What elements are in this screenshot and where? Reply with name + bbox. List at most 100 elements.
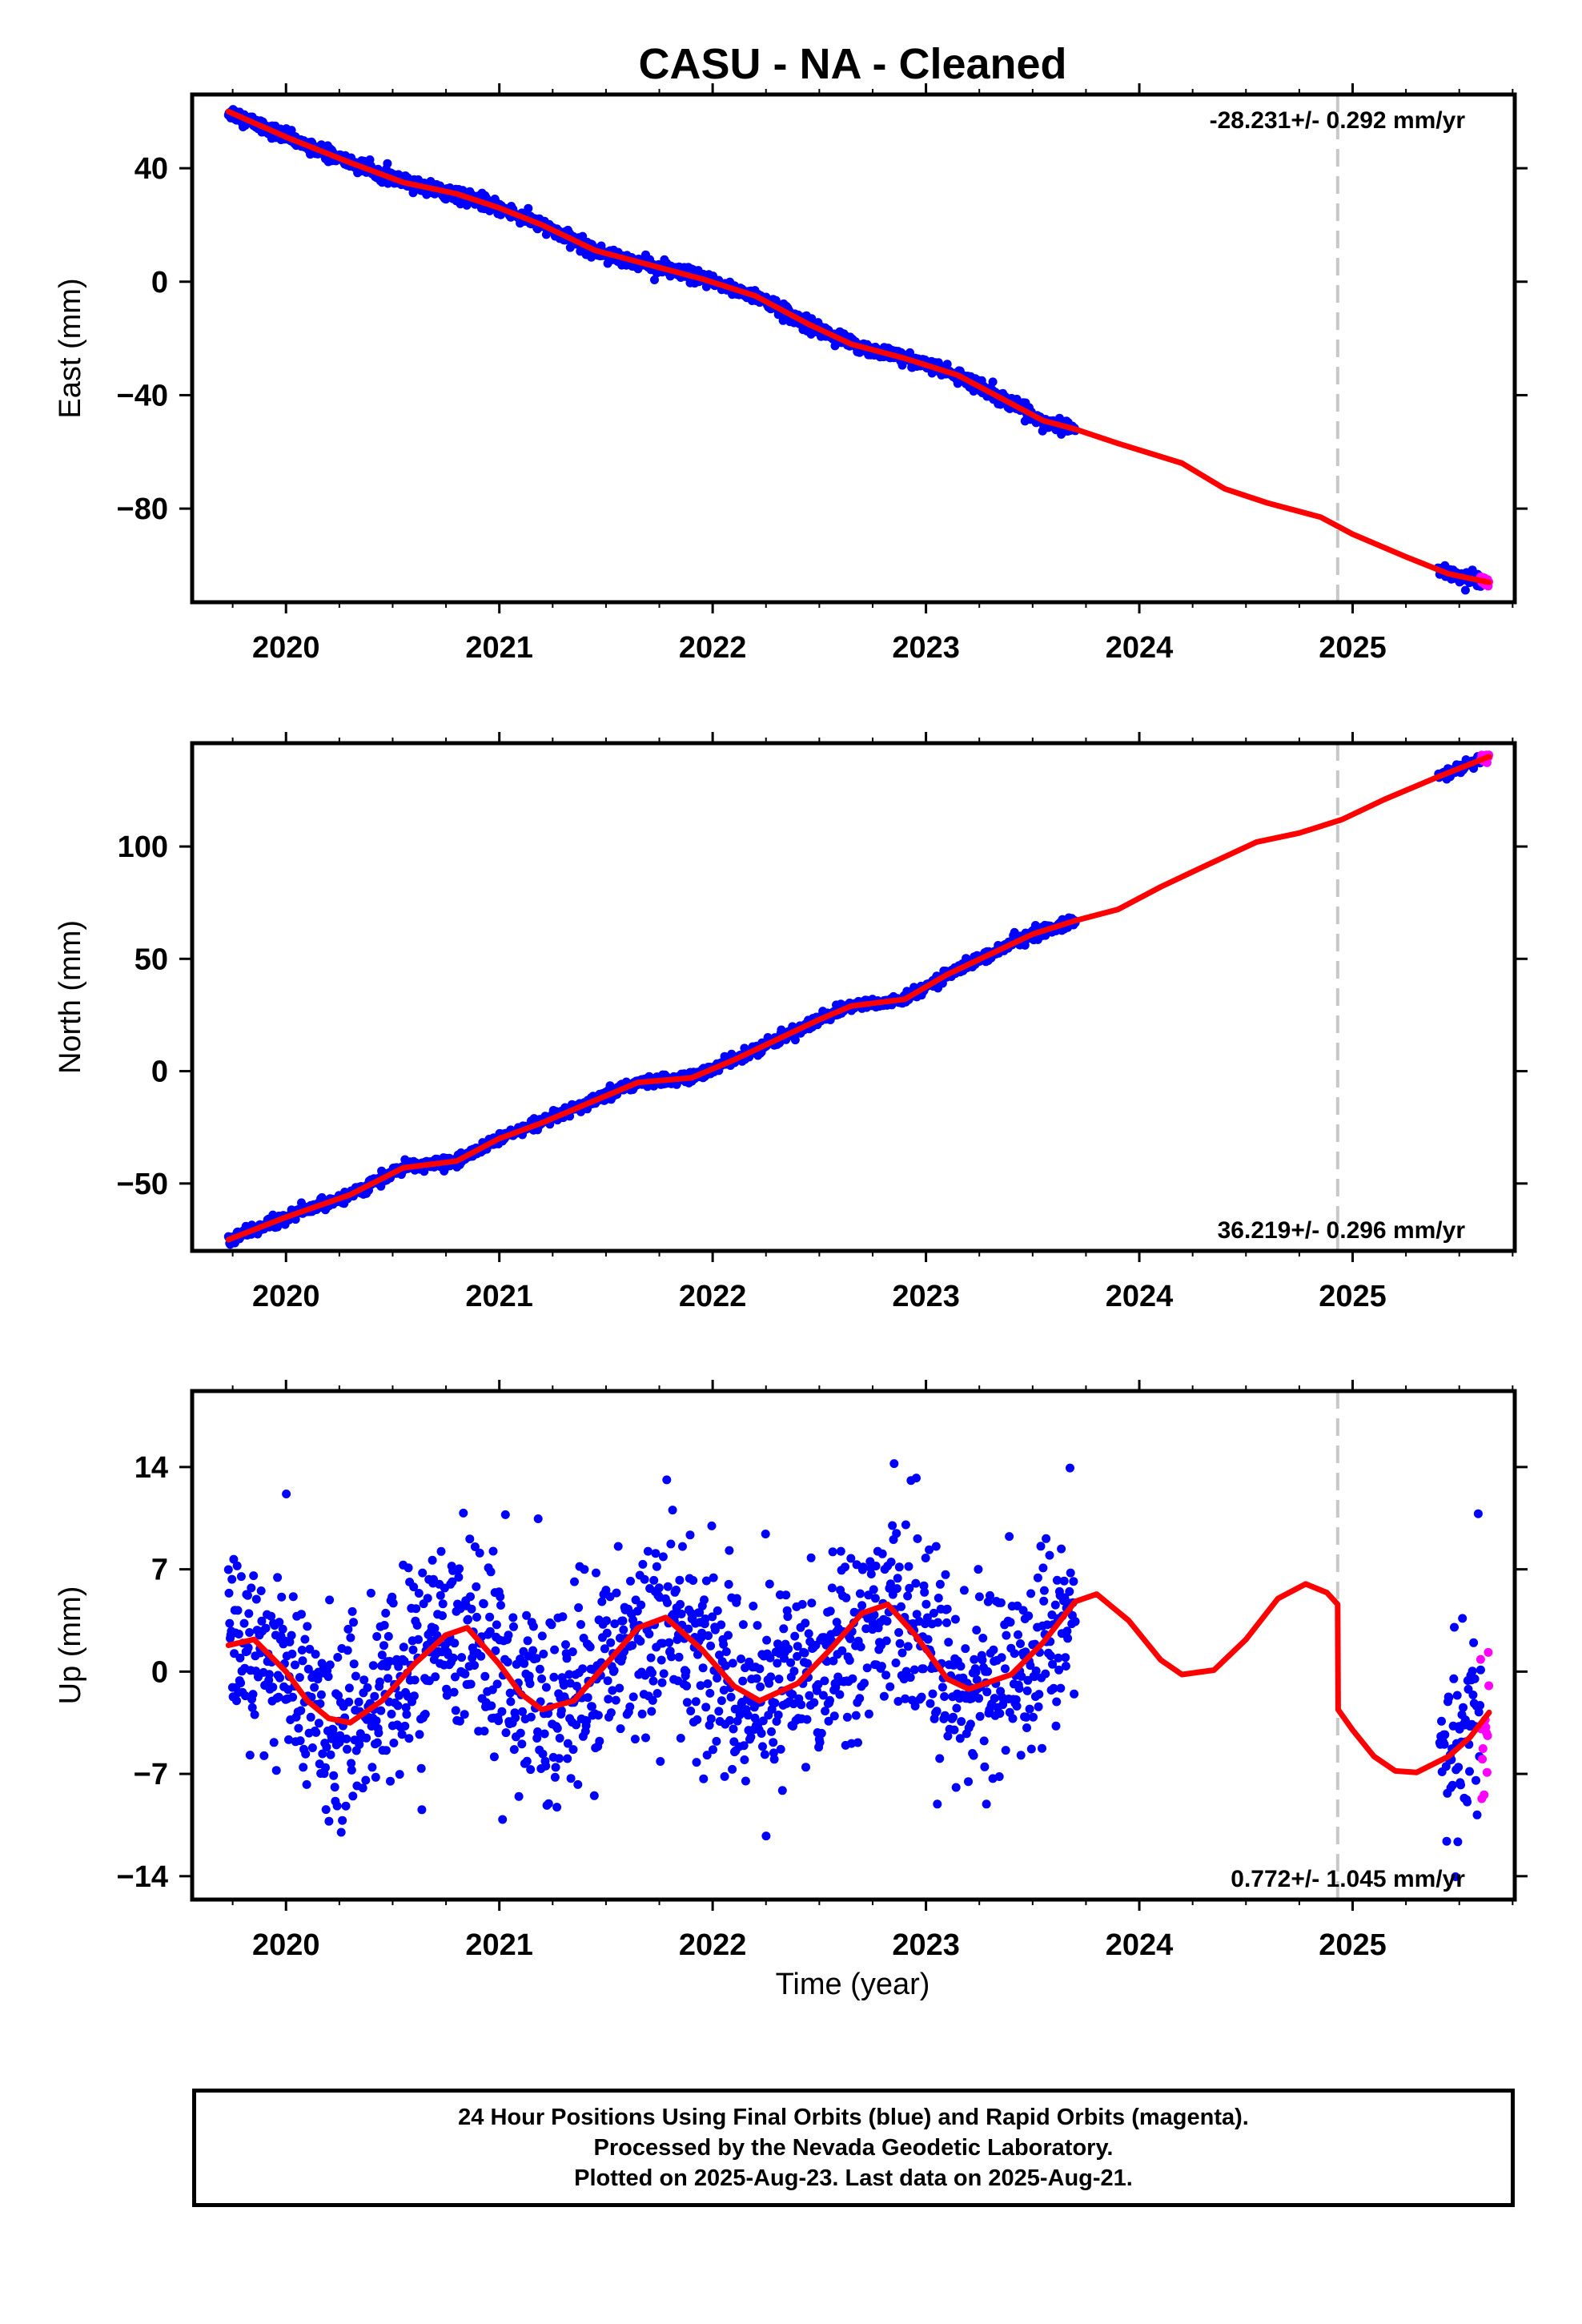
data-point (901, 1520, 910, 1530)
data-point (995, 1709, 1005, 1719)
data-point (1472, 1775, 1480, 1785)
data-point (1039, 1586, 1049, 1595)
data-point (774, 1675, 784, 1684)
velocity-rate-label: 36.219+/- 0.296 mm/yr (1218, 1217, 1466, 1244)
data-point (658, 1552, 668, 1562)
data-point (935, 1579, 945, 1589)
data-point (587, 1702, 596, 1711)
data-point (928, 1689, 938, 1699)
data-point (1470, 1674, 1480, 1683)
data-point (314, 1719, 323, 1728)
data-point (649, 1575, 659, 1585)
data-point (857, 1601, 867, 1610)
data-point (990, 1694, 999, 1703)
data-point (1001, 1664, 1010, 1674)
data-point (706, 1714, 716, 1723)
x-tick-label: 2022 (679, 631, 747, 665)
data-point (442, 1684, 452, 1694)
data-point (982, 1799, 991, 1809)
data-point (544, 1799, 553, 1808)
data-point (717, 1620, 726, 1630)
data-point (363, 1683, 372, 1692)
data-point (322, 1743, 331, 1752)
panel-up: 2020 2021 2022 2023 2024 2025 14 7 0 −7 −14 Up (mm)… (54, 1380, 1528, 1962)
data-point (383, 159, 392, 168)
data-point (726, 1692, 736, 1702)
data-point (610, 1619, 620, 1629)
data-point (431, 1672, 440, 1682)
data-point (956, 1662, 966, 1671)
data-point (568, 1647, 577, 1657)
data-point (438, 1599, 448, 1609)
data-point (940, 1692, 950, 1701)
data-point (674, 1652, 684, 1662)
data-point (957, 1717, 966, 1727)
data-point (740, 1755, 749, 1764)
data-point (949, 1712, 958, 1722)
data-point (275, 1618, 284, 1627)
data-point (386, 1776, 395, 1786)
data-point (1449, 1674, 1459, 1683)
figure-title: CASU - NA - Cleaned (638, 40, 1066, 88)
data-point (996, 1598, 1006, 1607)
data-point (245, 1751, 255, 1760)
y-axis-title: East (mm) (54, 278, 87, 418)
data-point (300, 1634, 310, 1644)
data-point (828, 1547, 837, 1557)
data-point (275, 1673, 284, 1683)
data-point (612, 1588, 621, 1598)
data-point (347, 1759, 356, 1768)
data-point (752, 1674, 761, 1683)
data-point (414, 1634, 423, 1644)
data-point (713, 1674, 722, 1683)
data-point (654, 1583, 664, 1593)
data-point (698, 1663, 708, 1673)
data-point (845, 1655, 854, 1665)
data-point (696, 1681, 705, 1691)
data-point (821, 1707, 830, 1716)
data-point (549, 1672, 559, 1682)
data-point (597, 1597, 607, 1606)
data-point (234, 1630, 243, 1638)
data-point (1014, 1683, 1024, 1693)
data-point (1066, 1568, 1075, 1578)
data-point (1018, 1606, 1028, 1615)
data-point (288, 1592, 298, 1602)
data-point (264, 1670, 274, 1679)
data-point (1056, 1683, 1066, 1693)
data-point (1052, 1575, 1062, 1585)
data-point (773, 1639, 782, 1649)
data-point (271, 1766, 281, 1775)
data-point (318, 1749, 327, 1759)
data-point (523, 1636, 532, 1646)
data-point (961, 1644, 970, 1654)
data-point (636, 1636, 645, 1646)
y-tick-label: 50 (135, 943, 168, 976)
data-point (980, 1762, 990, 1771)
data-point (825, 1606, 835, 1616)
data-point (506, 1697, 516, 1707)
data-point (851, 1711, 861, 1720)
data-point (563, 1739, 572, 1748)
data-point (399, 1642, 408, 1652)
data-point (656, 1655, 666, 1665)
data-point (1458, 1614, 1468, 1623)
data-point (528, 1646, 538, 1655)
data-point (278, 1624, 287, 1634)
data-point (737, 1655, 745, 1663)
y-tick-label: 0 (151, 1055, 168, 1089)
data-point (721, 1647, 731, 1656)
data-point (784, 1644, 793, 1654)
data-point (959, 1586, 969, 1595)
data-point (860, 1679, 869, 1688)
data-point (707, 1521, 717, 1530)
data-point (343, 1646, 352, 1655)
data-point (941, 1570, 950, 1579)
data-point (861, 1624, 871, 1634)
data-point (676, 1599, 685, 1609)
data-point (1026, 1744, 1036, 1754)
data-point (709, 1745, 717, 1755)
data-point (268, 1683, 278, 1692)
data-point (892, 1529, 901, 1538)
data-point (753, 1621, 762, 1630)
